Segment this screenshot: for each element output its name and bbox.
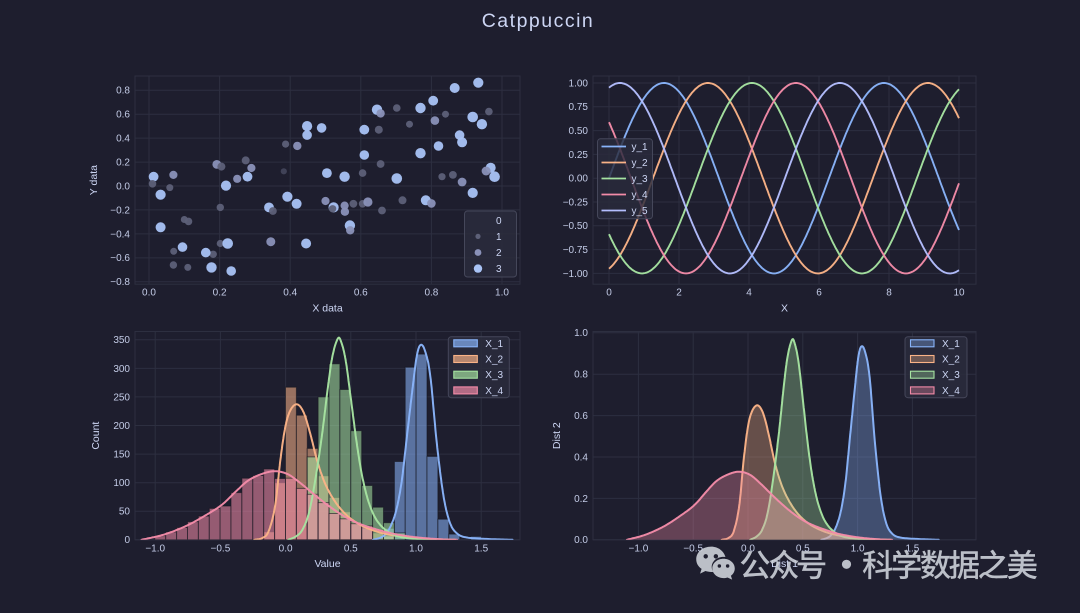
svg-text:0.6: 0.6 [354, 288, 368, 299]
svg-text:−1.0: −1.0 [629, 543, 649, 554]
svg-text:1.00: 1.00 [569, 78, 589, 89]
svg-text:y_2: y_2 [632, 158, 649, 169]
svg-text:150: 150 [113, 450, 130, 461]
svg-text:−0.5: −0.5 [683, 543, 703, 554]
svg-text:50: 50 [119, 507, 131, 518]
svg-text:−0.8: −0.8 [110, 277, 130, 288]
svg-text:1.5: 1.5 [905, 543, 919, 554]
svg-text:y_3: y_3 [632, 174, 649, 185]
svg-text:0.0: 0.0 [142, 288, 156, 299]
svg-text:1.0: 1.0 [495, 288, 509, 299]
svg-text:1: 1 [496, 232, 502, 243]
svg-text:0: 0 [124, 535, 130, 546]
svg-text:0.8: 0.8 [424, 288, 438, 299]
svg-text:2: 2 [676, 288, 682, 299]
svg-text:0.4: 0.4 [574, 452, 588, 463]
svg-text:−0.75: −0.75 [563, 245, 589, 256]
svg-text:6: 6 [816, 288, 822, 299]
svg-text:0.4: 0.4 [116, 134, 130, 145]
svg-text:0.2: 0.2 [574, 494, 588, 505]
svg-text:X_1: X_1 [485, 339, 503, 350]
svg-text:0.6: 0.6 [574, 411, 588, 422]
svg-text:10: 10 [953, 288, 965, 299]
svg-text:0.2: 0.2 [116, 158, 130, 169]
svg-text:1.0: 1.0 [409, 543, 423, 554]
svg-text:0.2: 0.2 [213, 288, 227, 299]
svg-text:Dist 2: Dist 2 [551, 422, 563, 449]
svg-text:X: X [781, 303, 788, 315]
svg-text:0: 0 [496, 216, 502, 227]
svg-text:1.0: 1.0 [574, 328, 588, 339]
svg-text:−0.4: −0.4 [110, 229, 130, 240]
svg-text:4: 4 [746, 288, 752, 299]
svg-text:200: 200 [113, 421, 130, 432]
svg-text:−0.50: −0.50 [563, 221, 589, 232]
svg-text:0.75: 0.75 [569, 102, 589, 113]
svg-text:−1.00: −1.00 [563, 269, 589, 280]
svg-text:y_4: y_4 [632, 190, 649, 201]
svg-text:8: 8 [886, 288, 892, 299]
svg-text:0.8: 0.8 [574, 370, 588, 381]
svg-text:0.0: 0.0 [741, 543, 755, 554]
svg-text:Count: Count [90, 422, 102, 450]
svg-text:0.0: 0.0 [574, 535, 588, 546]
svg-text:y_5: y_5 [632, 206, 649, 217]
svg-text:0.50: 0.50 [569, 126, 589, 137]
svg-text:X_1: X_1 [942, 339, 960, 350]
svg-text:1.0: 1.0 [851, 543, 865, 554]
svg-text:0.00: 0.00 [569, 174, 589, 185]
svg-text:X_2: X_2 [942, 355, 960, 366]
svg-text:0.5: 0.5 [344, 543, 358, 554]
svg-text:−0.25: −0.25 [563, 197, 589, 208]
svg-text:X data: X data [312, 303, 343, 315]
svg-text:Value: Value [314, 558, 340, 570]
svg-text:−0.6: −0.6 [110, 253, 130, 264]
svg-text:y_1: y_1 [632, 142, 649, 153]
svg-text:0.0: 0.0 [116, 181, 130, 192]
svg-text:0.8: 0.8 [116, 86, 130, 97]
svg-text:0.4: 0.4 [283, 288, 297, 299]
svg-text:Y data: Y data [88, 165, 100, 195]
svg-text:100: 100 [113, 478, 130, 489]
svg-text:Catppuccin: Catppuccin [482, 10, 595, 32]
svg-text:X_3: X_3 [485, 370, 503, 381]
svg-text:0.0: 0.0 [279, 543, 293, 554]
svg-text:−1.0: −1.0 [145, 543, 165, 554]
svg-text:2: 2 [496, 248, 502, 259]
svg-text:0.25: 0.25 [569, 150, 589, 161]
svg-text:1.5: 1.5 [474, 543, 488, 554]
svg-text:X_2: X_2 [485, 355, 503, 366]
svg-text:X_4: X_4 [485, 386, 503, 397]
svg-text:−0.2: −0.2 [110, 205, 130, 216]
svg-text:3: 3 [496, 264, 502, 275]
svg-text:250: 250 [113, 392, 130, 403]
svg-text:300: 300 [113, 364, 130, 375]
svg-text:X_4: X_4 [942, 386, 960, 397]
svg-text:0.6: 0.6 [116, 110, 130, 121]
svg-text:350: 350 [113, 335, 130, 346]
svg-text:0.5: 0.5 [796, 543, 810, 554]
svg-text:X_3: X_3 [942, 370, 960, 381]
svg-text:−0.5: −0.5 [211, 543, 231, 554]
svg-text:0: 0 [606, 288, 612, 299]
